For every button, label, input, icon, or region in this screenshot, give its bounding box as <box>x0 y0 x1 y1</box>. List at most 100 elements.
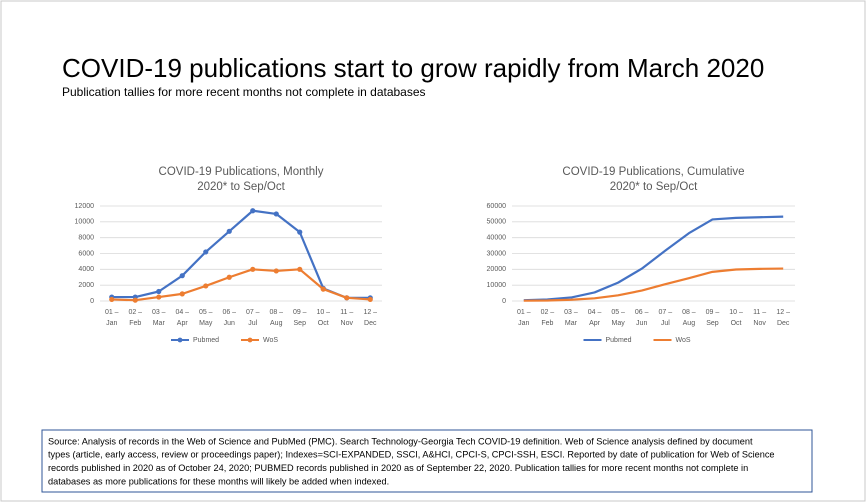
y-tick-label: 4000 <box>78 266 94 273</box>
point <box>203 249 209 255</box>
source-text: Source: Analysis of records in the Web o… <box>48 436 753 446</box>
x-tick-label: Nov <box>341 320 354 327</box>
chart-subtitle: 2020* to Sep/Oct <box>610 181 698 193</box>
point <box>297 266 303 272</box>
chart-subtitle: 2020* to Sep/Oct <box>197 181 285 193</box>
x-tick-label: 05 – <box>611 309 625 316</box>
point <box>297 229 303 235</box>
point <box>344 295 350 301</box>
x-tick-label: Oct <box>731 320 742 327</box>
point <box>320 286 326 292</box>
x-tick-label: 04 – <box>175 309 189 316</box>
point <box>226 274 232 280</box>
y-tick-label: 20000 <box>487 266 507 273</box>
x-tick-label: Jan <box>106 320 117 327</box>
x-tick-label: Dec <box>777 320 790 327</box>
chart-title: COVID-19 Publications, Cumulative <box>562 166 744 178</box>
y-tick-label: 50000 <box>487 219 507 226</box>
x-tick-label: Aug <box>683 320 696 327</box>
x-tick-label: Feb <box>541 320 553 327</box>
point <box>273 211 279 217</box>
x-tick-label: 11 – <box>340 309 353 316</box>
series-line <box>111 268 371 302</box>
y-tick-label: 60000 <box>487 203 507 210</box>
legend-label: WoS <box>263 337 278 344</box>
legend-label: WoS <box>676 337 691 344</box>
x-tick-label: 03 – <box>152 309 166 316</box>
y-tick-label: 40000 <box>487 235 507 242</box>
point <box>203 283 209 289</box>
x-tick-label: Apr <box>177 320 189 327</box>
y-tick-label: 0 <box>90 298 94 305</box>
x-tick-label: 03 – <box>564 309 578 316</box>
source-text: records published in 2020 as of October … <box>48 463 748 473</box>
x-tick-label: May <box>612 320 626 327</box>
y-tick-label: 8000 <box>78 235 94 242</box>
x-tick-label: 01 – <box>517 309 531 316</box>
legend-label: Pubmed <box>193 337 219 344</box>
x-tick-label: Mar <box>153 320 166 327</box>
x-tick-label: Sep <box>706 320 719 327</box>
point <box>156 294 162 300</box>
x-tick-label: Sep <box>294 320 307 327</box>
x-tick-label: 08 – <box>682 309 696 316</box>
y-tick-label: 30000 <box>487 250 507 257</box>
point <box>179 291 185 297</box>
x-tick-label: Dec <box>364 320 377 327</box>
point <box>250 208 256 214</box>
y-tick-label: 10000 <box>75 219 95 226</box>
y-tick-label: 12000 <box>75 203 95 210</box>
point <box>156 288 162 295</box>
x-tick-label: 12 – <box>776 309 790 316</box>
x-tick-label: Feb <box>129 320 141 327</box>
y-tick-label: 2000 <box>78 282 94 289</box>
point <box>367 296 373 303</box>
x-tick-label: Jan <box>518 320 529 327</box>
slide-subtitle: Publication tallies for more recent mont… <box>62 85 426 99</box>
x-tick-label: 02 – <box>128 309 142 316</box>
x-tick-label: Nov <box>753 320 766 327</box>
source-text: databases as more publications for these… <box>48 476 389 486</box>
x-tick-label: 09 – <box>706 309 720 316</box>
point <box>109 296 115 303</box>
x-tick-label: 01 – <box>105 309 119 316</box>
x-tick-label: 02 – <box>541 309 555 316</box>
y-tick-label: 10000 <box>487 282 507 289</box>
x-tick-label: 04 – <box>588 309 602 316</box>
series-line <box>523 267 784 302</box>
x-tick-label: Aug <box>270 320 283 327</box>
point <box>179 273 185 279</box>
x-tick-label: 10 – <box>729 309 743 316</box>
x-tick-label: 12 – <box>363 309 377 316</box>
x-tick-label: 06 – <box>635 309 649 316</box>
chart-title: COVID-19 Publications, Monthly <box>159 166 324 178</box>
legend-marker <box>177 337 183 343</box>
y-tick-label: 0 <box>502 298 506 305</box>
legend-label: Pubmed <box>606 337 632 344</box>
x-tick-label: 11 – <box>753 309 766 316</box>
x-tick-label: Jun <box>224 320 235 327</box>
x-tick-label: Oct <box>318 320 329 327</box>
point <box>226 228 232 234</box>
source-text: types (article, early access, review or … <box>48 450 775 460</box>
x-tick-label: 06 – <box>222 309 236 316</box>
series-line <box>523 215 784 302</box>
x-tick-label: May <box>199 320 213 327</box>
point <box>273 268 279 274</box>
source-box <box>41 429 813 493</box>
point <box>250 266 256 272</box>
x-tick-label: 07 – <box>658 309 672 316</box>
x-tick-label: 10 – <box>316 309 330 316</box>
legend-marker <box>247 337 253 343</box>
x-tick-label: 07 – <box>246 309 260 316</box>
x-tick-label: 08 – <box>269 309 283 316</box>
x-tick-label: Apr <box>589 320 601 327</box>
point <box>132 297 138 303</box>
x-tick-label: 09 – <box>293 309 307 316</box>
x-tick-label: Jul <box>661 320 670 327</box>
x-tick-label: Jun <box>636 320 647 327</box>
x-tick-label: Mar <box>565 320 578 327</box>
x-tick-label: 05 – <box>199 309 213 316</box>
